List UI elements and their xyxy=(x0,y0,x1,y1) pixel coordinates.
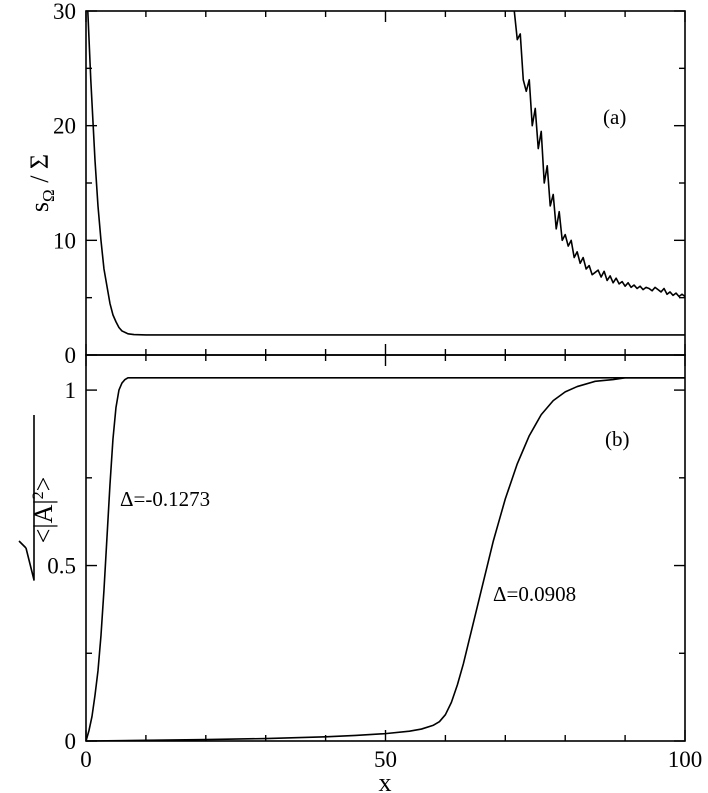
panel-a-label: (a) xyxy=(603,105,626,129)
series-line-1 xyxy=(87,10,685,336)
series-line-2 xyxy=(513,10,686,298)
panel-b-ylabel-sup: 2 xyxy=(30,491,47,499)
panel-a-ylabel-rest: / Σ xyxy=(25,154,54,189)
x-axis-label: x xyxy=(379,768,392,793)
panel-b-ticks xyxy=(85,355,686,742)
panel-b-annotations: Δ=-0.1273 Δ=0.0908 xyxy=(120,487,576,606)
y-tick-label: 20 xyxy=(53,114,76,139)
sqrt-sign-icon xyxy=(18,415,35,581)
panel-a-ylabel-sub: Ω xyxy=(39,189,58,202)
series-line-2 xyxy=(85,377,685,742)
panel-b-ylabel-rest: > xyxy=(29,477,58,492)
x-tick-label: 50 xyxy=(374,747,397,772)
panel-b-ylabel-main: <|A| xyxy=(29,499,58,543)
annotation-delta-negative: Δ=-0.1273 xyxy=(120,487,210,511)
y-tick-label: 0 xyxy=(65,343,77,368)
x-tick-label: 100 xyxy=(668,747,703,772)
panel-a-tick-labels: 0 10 20 30 xyxy=(53,0,76,368)
series-line-1 xyxy=(85,377,685,742)
y-tick-label: 10 xyxy=(53,228,76,253)
panel-b: 0 0.5 1 0 50 100 Δ=-0.1273 Δ=0.0908 (b) <|A|2>… xyxy=(18,354,702,793)
panel-b-ylabel: <|A|2> xyxy=(18,415,58,581)
panel-a-frame xyxy=(85,10,686,356)
x-tick-label: 0 xyxy=(80,747,92,772)
y-tick-label: 30 xyxy=(53,0,76,24)
panel-b-tick-labels: 0 0.5 1 0 50 100 xyxy=(47,378,702,772)
y-tick-label: 1 xyxy=(65,378,77,403)
panel-a-ticks xyxy=(85,10,686,356)
panel-b-ylabel-text: <|A|2> xyxy=(29,477,58,544)
y-tick-label: 0.5 xyxy=(47,554,76,579)
panel-a: 0 10 20 30 (a) sΩ / Σ xyxy=(25,0,686,368)
y-tick-label: 0 xyxy=(65,729,77,754)
panel-a-ylabel: sΩ / Σ xyxy=(25,154,58,212)
annotation-delta-positive: Δ=0.0908 xyxy=(493,582,576,606)
panel-b-curves xyxy=(85,377,685,742)
panel-b-label: (b) xyxy=(605,427,630,451)
panel-a-ylabel-main: s xyxy=(25,202,54,212)
panel-b-frame xyxy=(85,354,686,742)
panel-a-curves xyxy=(87,10,686,336)
